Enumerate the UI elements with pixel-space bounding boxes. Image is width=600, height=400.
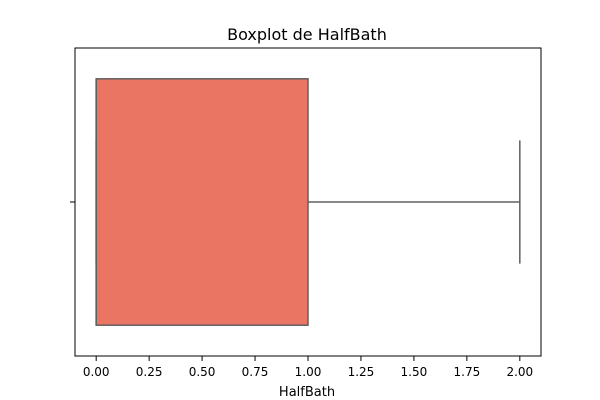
- plot-area: [95, 78, 521, 326]
- x-axis: 0.00 0.25 0.50 0.75 1.00 1.25 1.50 1.75 2.00: [83, 356, 533, 379]
- x-tick-label: 2.00: [506, 365, 533, 379]
- x-tick-label: 1.00: [295, 365, 322, 379]
- x-tick-label: 0.75: [242, 365, 269, 379]
- x-tick-label: 0.50: [189, 365, 216, 379]
- x-tick-label: 1.25: [348, 365, 375, 379]
- x-tick-label: 0.00: [83, 365, 110, 379]
- box-iqr: [95, 78, 309, 326]
- x-axis-label: HalfBath: [279, 385, 335, 400]
- x-tick-label: 0.25: [136, 365, 163, 379]
- chart-title: Boxplot de HalfBath: [227, 25, 387, 44]
- x-tick-label: 1.75: [454, 365, 481, 379]
- x-tick-label: 1.50: [401, 365, 428, 379]
